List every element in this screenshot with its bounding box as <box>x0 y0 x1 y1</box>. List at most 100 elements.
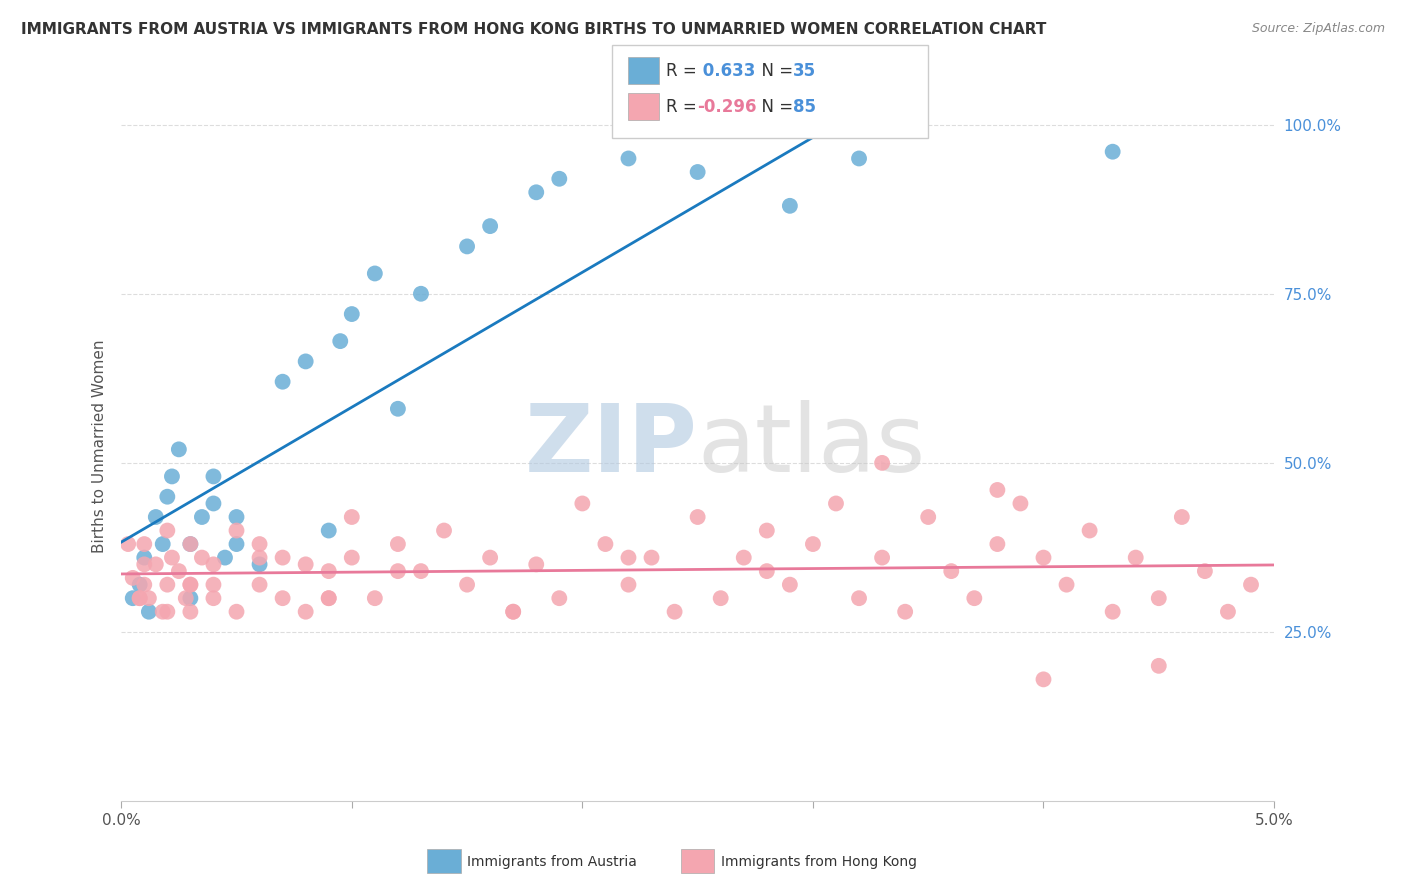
Point <box>179 591 201 606</box>
Point <box>294 354 316 368</box>
Point <box>340 510 363 524</box>
Point <box>894 605 917 619</box>
Point <box>1101 605 1123 619</box>
Point <box>941 564 963 578</box>
Text: -0.296: -0.296 <box>697 98 756 116</box>
Point <box>225 510 247 524</box>
Point <box>1147 591 1170 606</box>
Point <box>433 524 456 538</box>
Point <box>779 199 801 213</box>
Point <box>121 591 143 606</box>
Point <box>156 605 179 619</box>
Text: N =: N = <box>751 62 799 80</box>
Text: Immigrants from Hong Kong: Immigrants from Hong Kong <box>721 855 917 869</box>
Point <box>138 605 160 619</box>
Point <box>1147 658 1170 673</box>
Point <box>156 577 179 591</box>
Point <box>456 239 478 253</box>
Point <box>387 401 409 416</box>
Point <box>409 286 432 301</box>
Point <box>128 591 150 606</box>
Point <box>134 577 156 591</box>
Point <box>456 577 478 591</box>
Point <box>145 510 167 524</box>
Point <box>225 524 247 538</box>
Point <box>156 524 179 538</box>
Point <box>779 577 801 591</box>
Point <box>340 307 363 321</box>
Text: 0.633: 0.633 <box>697 62 756 80</box>
Text: Immigrants from Austria: Immigrants from Austria <box>467 855 637 869</box>
Point <box>1032 550 1054 565</box>
Point <box>710 591 733 606</box>
Point <box>640 550 662 565</box>
Point <box>524 558 547 572</box>
Point <box>1240 577 1263 591</box>
Point <box>294 605 316 619</box>
Point <box>963 591 986 606</box>
Point <box>364 267 387 281</box>
Point <box>294 558 316 572</box>
Point <box>152 537 174 551</box>
Point <box>1216 605 1239 619</box>
Point <box>917 510 939 524</box>
Point <box>138 591 160 606</box>
Point <box>329 334 352 348</box>
Point <box>686 165 709 179</box>
Text: N =: N = <box>751 98 799 116</box>
Point <box>249 558 271 572</box>
Point <box>160 469 183 483</box>
Point <box>202 591 225 606</box>
Point <box>733 550 755 565</box>
Point <box>986 537 1008 551</box>
Point <box>179 577 201 591</box>
Point <box>167 564 190 578</box>
Point <box>117 537 139 551</box>
Point <box>128 591 150 606</box>
Point <box>152 605 174 619</box>
Text: ZIP: ZIP <box>524 400 697 492</box>
Point <box>318 591 340 606</box>
Point <box>755 524 778 538</box>
Point <box>548 591 571 606</box>
Point <box>755 564 778 578</box>
Point <box>387 564 409 578</box>
Point <box>479 550 502 565</box>
Point <box>134 550 156 565</box>
Point <box>134 537 156 551</box>
Point <box>548 171 571 186</box>
Point <box>1078 524 1101 538</box>
Point <box>214 550 236 565</box>
Point <box>271 591 294 606</box>
Y-axis label: Births to Unmarried Women: Births to Unmarried Women <box>93 339 107 553</box>
Point <box>202 469 225 483</box>
Point <box>318 591 340 606</box>
Point <box>502 605 524 619</box>
Point <box>174 591 197 606</box>
Point <box>1010 496 1032 510</box>
Point <box>571 496 593 510</box>
Point <box>179 605 201 619</box>
Point <box>202 577 225 591</box>
Point <box>128 577 150 591</box>
Point <box>1101 145 1123 159</box>
Point <box>479 219 502 233</box>
Point <box>179 537 201 551</box>
Text: 35: 35 <box>793 62 815 80</box>
Point <box>595 537 617 551</box>
Point <box>249 550 271 565</box>
Point <box>825 496 848 510</box>
Point <box>202 496 225 510</box>
Text: atlas: atlas <box>697 400 927 492</box>
Point <box>686 510 709 524</box>
Point <box>1056 577 1078 591</box>
Point <box>617 577 640 591</box>
Point <box>1032 673 1054 687</box>
Point <box>249 537 271 551</box>
Text: IMMIGRANTS FROM AUSTRIA VS IMMIGRANTS FROM HONG KONG BIRTHS TO UNMARRIED WOMEN C: IMMIGRANTS FROM AUSTRIA VS IMMIGRANTS FR… <box>21 22 1046 37</box>
Point <box>225 605 247 619</box>
Point <box>318 524 340 538</box>
Point <box>179 577 201 591</box>
Point <box>617 550 640 565</box>
Point <box>524 186 547 200</box>
